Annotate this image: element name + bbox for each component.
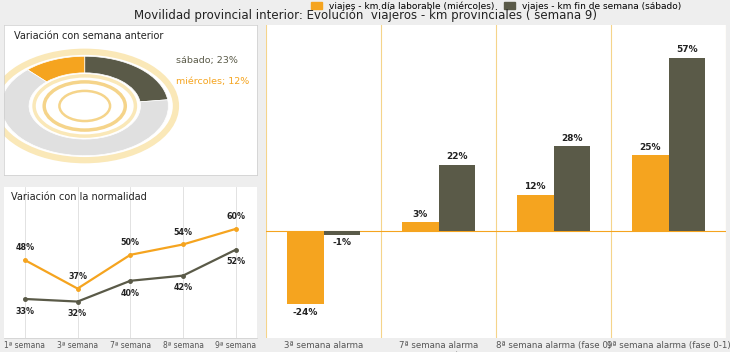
Text: 25%: 25% [639,143,661,152]
Wedge shape [85,56,168,102]
Text: Variación con la normalidad: Variación con la normalidad [11,192,147,202]
Text: 48%: 48% [15,243,34,252]
Wedge shape [1,70,169,156]
Bar [323,232,361,234]
Bar [517,195,553,232]
Text: 52%: 52% [226,257,245,266]
Text: 37%: 37% [68,272,87,281]
Bar [439,164,475,232]
Text: 33%: 33% [15,307,34,316]
Text: 50%: 50% [121,238,140,247]
Text: 28%: 28% [561,134,583,143]
Text: -1%: -1% [333,238,352,247]
Text: 42%: 42% [174,283,193,293]
Text: 22%: 22% [446,152,468,161]
Text: 3%: 3% [412,210,428,219]
Text: miércoles; 12%: miércoles; 12% [176,77,249,86]
Text: 40%: 40% [121,289,140,297]
Bar [632,156,669,232]
Text: sábado; 23%: sábado; 23% [176,56,238,65]
Wedge shape [28,56,85,82]
Text: 12%: 12% [524,182,546,191]
Text: 57%: 57% [676,45,698,55]
Bar [402,222,439,232]
Bar [669,58,705,232]
Text: Variación con semana anterior: Variación con semana anterior [14,31,164,41]
Text: 54%: 54% [174,228,193,237]
Bar [287,232,323,304]
Text: Movilidad provincial interior: Evolución  viajeros - km provinciales ( semana 9): Movilidad provincial interior: Evolución… [134,9,596,22]
Bar [553,146,591,232]
Legend: viajes - km día laborable (miércoles), viajes - km fin de semana (sábado): viajes - km día laborable (miércoles), v… [307,0,685,14]
Text: 32%: 32% [68,309,87,318]
Text: -24%: -24% [293,308,318,317]
Text: 60%: 60% [226,212,245,221]
